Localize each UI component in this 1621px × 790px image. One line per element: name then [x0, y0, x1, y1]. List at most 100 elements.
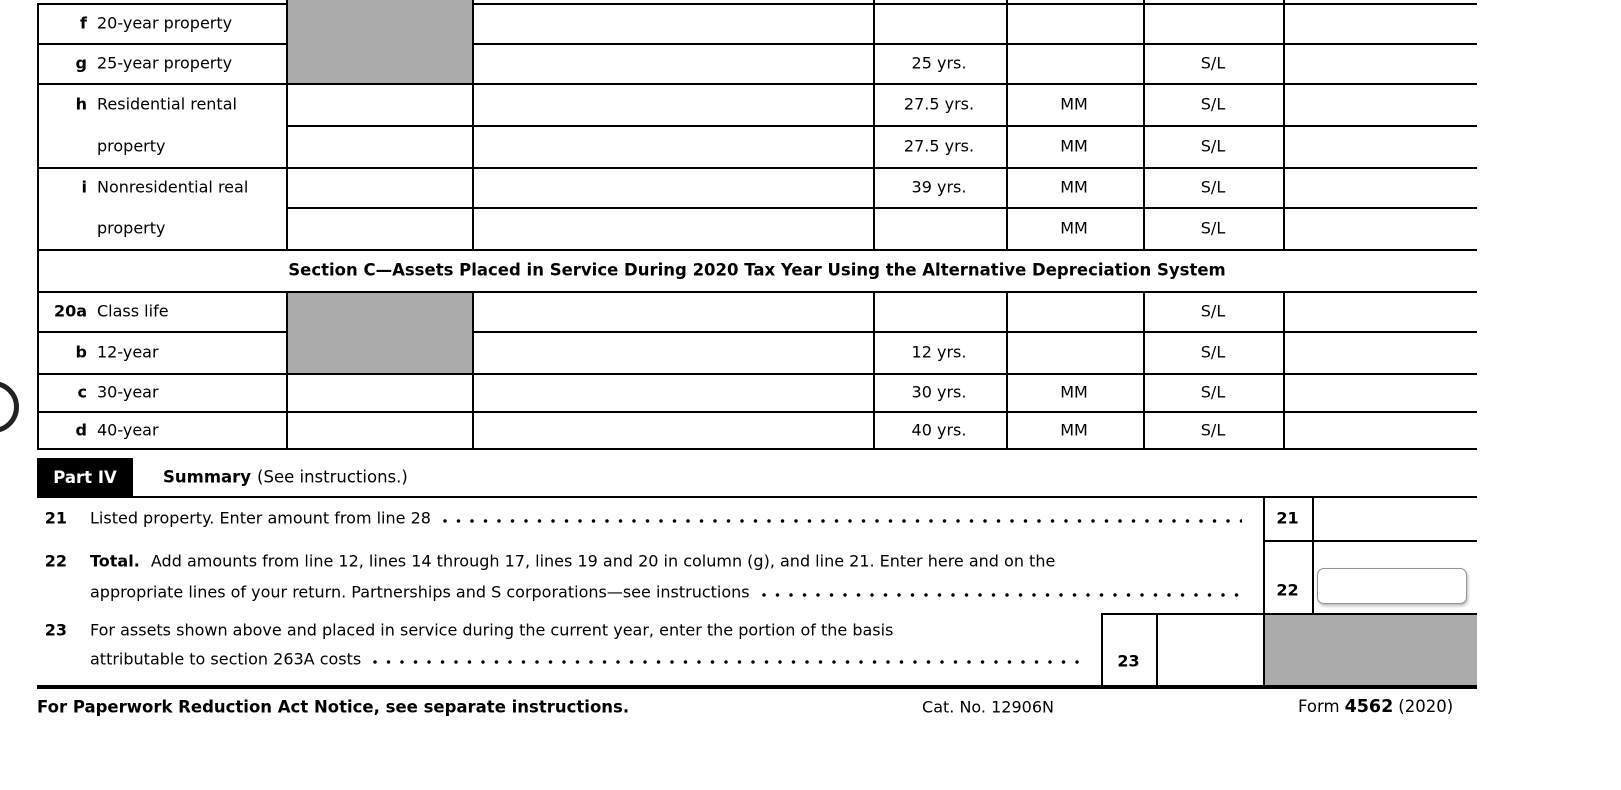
grid-line-v — [873, 0, 875, 249]
line-22-text-row2: appropriate lines of your return. Partne… — [90, 583, 1248, 602]
row-20c-label: 30-year — [97, 382, 159, 402]
row-i-label-line2: property — [97, 218, 166, 238]
method-cell: S/L — [1200, 382, 1226, 402]
method-cell: S/L — [1200, 301, 1226, 321]
footer-rule — [37, 685, 1477, 689]
part-iv-title: Summary (See instructions.) — [163, 468, 408, 487]
row-i-label: Nonresidential real — [97, 177, 249, 197]
convention-cell: MM — [1060, 218, 1088, 238]
method-cell: S/L — [1200, 342, 1226, 362]
paperwork-notice: For Paperwork Reduction Act Notice, see … — [37, 697, 630, 717]
part-iv-badge-label: Part IV — [53, 467, 117, 487]
grid-line-h — [37, 448, 1477, 450]
grid-line-v — [1101, 613, 1103, 686]
method-cell: S/L — [1200, 53, 1226, 73]
grid-line-h — [37, 43, 286, 45]
section-c-title: Section C—Assets Placed in Service Durin… — [288, 260, 1226, 280]
method-cell: S/L — [1200, 420, 1226, 440]
recovery-period-cell: 40 yrs. — [911, 420, 967, 440]
shaded-cell-column-b-rows-f-g — [287, 0, 472, 83]
grid-line-h — [472, 3, 1477, 5]
grid-line-v — [472, 0, 474, 249]
method-cell: S/L — [1200, 94, 1226, 114]
row-f-label: 20-year property — [97, 13, 233, 33]
grid-line-h — [37, 331, 286, 333]
line-21-text-row: Listed property. Enter amount from line … — [90, 509, 1248, 528]
part-iv-title-text: Summary — [163, 467, 252, 487]
recovery-period-cell: 39 yrs. — [911, 177, 967, 197]
row-h-label: Residential rental — [97, 94, 237, 114]
line-23-text-row2: attributable to section 263A costs — [90, 650, 1085, 669]
row-20a-label: Class life — [97, 301, 169, 321]
grid-line-h — [1101, 613, 1477, 615]
form-number-footer: Form 4562 (2020) — [1298, 697, 1453, 717]
grid-line-v — [286, 0, 288, 249]
row-g-letter: g — [75, 53, 87, 73]
line-23-box-number: 23 — [1117, 651, 1140, 671]
part-iv-title-note: (See instructions.) — [257, 467, 408, 487]
grid-line-v — [472, 291, 474, 448]
grid-line-v — [1143, 0, 1145, 249]
row-i-letter: i — [81, 177, 87, 197]
dot-leader — [373, 659, 1079, 665]
row-20c-letter: c — [77, 382, 87, 402]
dot-leader — [442, 518, 1242, 524]
form-word: Form — [1298, 697, 1340, 716]
row-20a-number: 20a — [53, 301, 87, 321]
row-20d-label: 40-year — [97, 420, 159, 440]
grid-line-h — [472, 43, 1477, 45]
line-22-text-line1: Total. Add amounts from line 12, lines 1… — [90, 552, 1055, 571]
grid-line-v — [1283, 0, 1285, 249]
grid-line-h — [37, 83, 1477, 85]
grid-line-v — [1156, 613, 1158, 686]
grid-line-h — [37, 167, 1477, 169]
catalog-number: Cat. No. 12906N — [922, 697, 1054, 717]
shaded-cell-line-23-right — [1264, 613, 1477, 685]
line-22-text1: Add amounts from line 12, lines 14 throu… — [150, 551, 1056, 571]
grid-line-h — [37, 291, 1477, 293]
recovery-period-cell: 27.5 yrs. — [903, 94, 975, 114]
grid-line-v — [1006, 0, 1008, 249]
grid-line-h — [286, 207, 1477, 209]
grid-line-h — [286, 125, 1477, 127]
line-23-number: 23 — [44, 620, 67, 640]
line-22-number: 22 — [44, 551, 67, 571]
line-23-text2: attributable to section 263A costs — [90, 649, 362, 669]
row-h-letter: h — [75, 94, 87, 114]
partial-circle-decoration — [0, 381, 19, 433]
grid-line-v — [286, 291, 288, 448]
line-22-text2: appropriate lines of your return. Partne… — [90, 582, 750, 602]
line-23-text-line1: For assets shown above and placed in ser… — [90, 620, 894, 640]
method-cell: S/L — [1200, 177, 1226, 197]
row-20b-label: 12-year — [97, 342, 159, 362]
shaded-cell-column-b-rows-20a-b — [287, 291, 472, 373]
line-22-amount-input[interactable] — [1317, 568, 1467, 604]
grid-line-v — [37, 3, 39, 448]
recovery-period-cell: 27.5 yrs. — [903, 136, 975, 156]
convention-cell: MM — [1060, 136, 1088, 156]
row-g-label: 25-year property — [97, 53, 233, 73]
line-21-text: Listed property. Enter amount from line … — [90, 508, 431, 528]
grid-line-h — [472, 331, 1477, 333]
convention-cell: MM — [1060, 177, 1088, 197]
line-22-box-number: 22 — [1276, 580, 1299, 600]
grid-line-h — [37, 496, 1477, 498]
grid-line-v — [1006, 291, 1008, 448]
grid-line-v — [1263, 496, 1265, 686]
convention-cell: MM — [1060, 94, 1088, 114]
line-21-box-number: 21 — [1276, 508, 1299, 528]
row-20b-letter: b — [75, 342, 87, 362]
line-22-lead-bold: Total. — [90, 551, 140, 571]
row-20d-letter: d — [75, 420, 87, 440]
recovery-period-cell: 25 yrs. — [911, 53, 967, 73]
recovery-period-cell: 12 yrs. — [911, 342, 967, 362]
grid-line-h — [37, 249, 1477, 251]
grid-line-v — [1283, 291, 1285, 448]
grid-line-h — [1263, 540, 1477, 542]
grid-line-v — [1312, 496, 1314, 613]
row-h-label-line2: property — [97, 136, 166, 156]
grid-line-v — [873, 291, 875, 448]
convention-cell: MM — [1060, 420, 1088, 440]
method-cell: S/L — [1200, 218, 1226, 238]
